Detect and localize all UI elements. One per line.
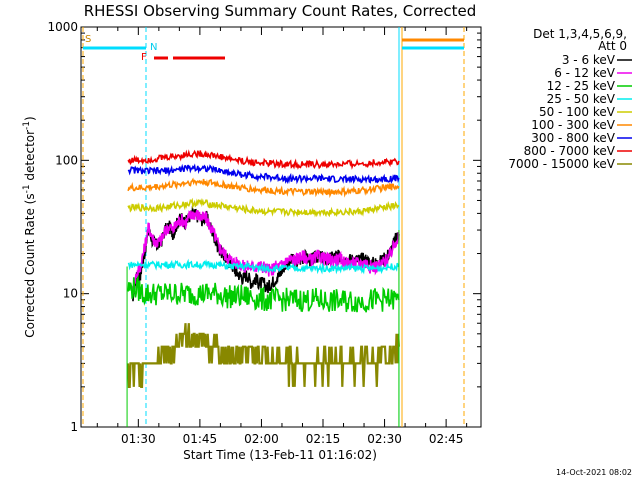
series-line-50-100-kev [127, 197, 400, 218]
x-axis-label: Start Time (13-Feb-11 01:16:02) [183, 448, 377, 462]
legend-entry: 25 - 50 keV [547, 92, 616, 106]
marker-label-2: F [141, 52, 147, 63]
legend-entry: 800 - 7000 keV [524, 144, 616, 158]
y-tick-label: 1 [70, 420, 78, 434]
y-axis-label-part: -1 [22, 184, 32, 193]
legend-header-2: Att 0 [598, 39, 627, 53]
x-tick-label: 01:45 [183, 432, 218, 446]
series-line-3-6-kev [131, 205, 400, 302]
y-axis-label: Corrected Count Rate (s-1 detector-1) [22, 116, 37, 337]
plot-frame [80, 26, 482, 428]
chart-title: RHESSI Observing Summary Count Rates, Co… [84, 2, 477, 20]
series-line-300-800-kev [127, 163, 400, 185]
y-tick-label: 1000 [47, 20, 78, 34]
legend-entry: 7000 - 15000 keV [508, 157, 615, 171]
series-line-800-7000-kev [127, 149, 400, 170]
series-line-7000-15000-kev [127, 323, 400, 388]
x-tick-label: 02:30 [367, 432, 402, 446]
series-line-6-12-kev [131, 209, 400, 299]
legend-header-1: Det 1,3,4,5,6,9, [533, 27, 627, 41]
footer-date: 14-Oct-2021 08:02 [556, 468, 632, 477]
y-tick-label: 100 [55, 153, 78, 167]
series-line-25-50-kev [127, 258, 400, 275]
marker-label-0: S [85, 34, 91, 45]
legend-entry: 12 - 25 keV [547, 79, 616, 93]
y-axis-label-part: detector [23, 130, 37, 185]
series-line-12-25-kev [127, 275, 400, 313]
y-axis-label-part: -1 [22, 121, 32, 130]
y-tick-label: 10 [63, 287, 78, 301]
x-tick-label: 01:30 [121, 432, 156, 446]
y-axis-label-part: Corrected Count Rate (s [23, 193, 37, 337]
legend-entry: 300 - 800 keV [531, 131, 615, 145]
legend-entry: 3 - 6 keV [562, 53, 616, 67]
legend-entry: 100 - 300 keV [531, 118, 615, 132]
legend-entry: 50 - 100 keV [539, 105, 616, 119]
marker-label-1: N [150, 42, 157, 53]
x-tick-label: 02:00 [244, 432, 279, 446]
x-tick-label: 02:15 [306, 432, 341, 446]
series-line-100-300-kev [127, 177, 400, 199]
y-axis-label-part: ) [23, 116, 37, 121]
legend-entry: 6 - 12 keV [554, 66, 616, 80]
x-tick-label: 02:45 [429, 432, 464, 446]
